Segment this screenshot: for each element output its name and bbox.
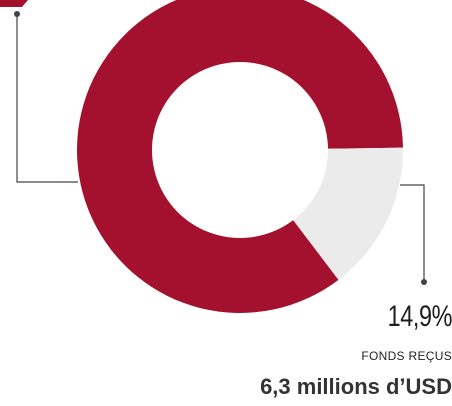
received-percent-label: 14,9% bbox=[387, 300, 452, 333]
received-amount-label: 6,3 millions d’USD bbox=[260, 374, 452, 399]
slice-main bbox=[77, 0, 403, 313]
leader-line-right bbox=[400, 184, 425, 282]
leader-line-left bbox=[16, 14, 78, 183]
cropped-label-mark bbox=[0, 0, 28, 7]
received-caption-label: FONDS REÇUS bbox=[361, 349, 452, 363]
leader-dot-left bbox=[14, 11, 20, 17]
leader-dot-right bbox=[421, 279, 427, 285]
slice-received-funds bbox=[293, 147, 403, 280]
slices-group bbox=[77, 0, 403, 313]
